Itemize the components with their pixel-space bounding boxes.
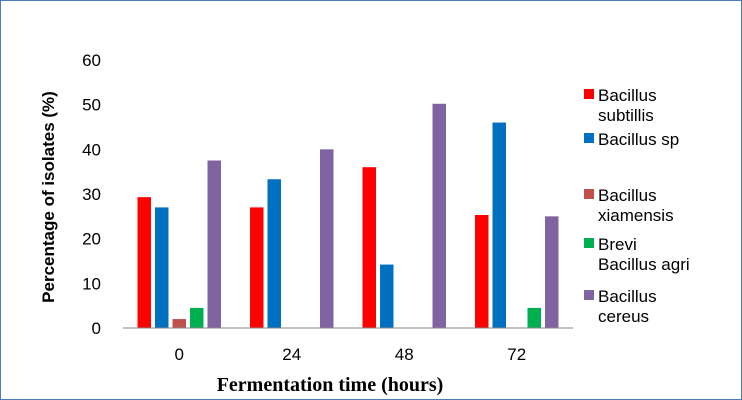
y-axis-ticks: 0 10 20 30 40 50 60	[82, 51, 101, 338]
bar	[380, 264, 394, 328]
bar	[207, 160, 221, 328]
legend-label: Bacillus agri	[598, 255, 690, 274]
legend-label: Brevi	[598, 235, 637, 254]
x-axis-label: Fermentation time (hours)	[217, 374, 444, 396]
x-tick-label: 48	[395, 345, 414, 364]
bar	[250, 207, 264, 328]
x-tick-label: 72	[507, 345, 526, 364]
bars-group	[137, 103, 559, 329]
legend-swatch	[584, 133, 594, 143]
legend-label: Bacillus	[598, 287, 657, 306]
bar	[320, 149, 334, 328]
y-tick-label: 40	[82, 140, 101, 159]
legend-label: xiamensis	[598, 206, 674, 225]
x-tick-label: 0	[175, 345, 184, 364]
bar	[137, 197, 151, 328]
bar	[492, 122, 506, 329]
x-axis-ticks: 0 24 48 72	[175, 345, 527, 364]
bar	[155, 207, 169, 328]
y-tick-label: 0	[92, 319, 101, 338]
x-tick-label: 24	[282, 345, 301, 364]
y-tick-label: 30	[82, 185, 101, 204]
bar	[172, 319, 186, 328]
y-tick-label: 50	[82, 96, 101, 115]
legend-swatch	[584, 290, 594, 300]
bar	[475, 214, 489, 328]
bar	[527, 307, 541, 328]
bar	[267, 179, 281, 328]
legend-label: cereus	[598, 307, 649, 326]
y-tick-label: 20	[82, 230, 101, 249]
y-tick-label: 10	[82, 274, 101, 293]
legend-label: Bacillus	[598, 186, 657, 205]
bar	[190, 307, 204, 328]
y-tick-label: 60	[82, 51, 101, 70]
legend-swatch	[584, 89, 594, 99]
bar	[545, 216, 559, 328]
legend-swatch	[584, 189, 594, 199]
y-axis-label: Percentage of isolates (%)	[39, 91, 58, 303]
bar	[362, 167, 376, 328]
legend-swatch	[584, 238, 594, 248]
legend-label: subtillis	[598, 106, 654, 125]
bar	[432, 103, 446, 328]
legend-label: Bacillus sp	[598, 130, 679, 149]
legend-label: Bacillus	[598, 86, 657, 105]
